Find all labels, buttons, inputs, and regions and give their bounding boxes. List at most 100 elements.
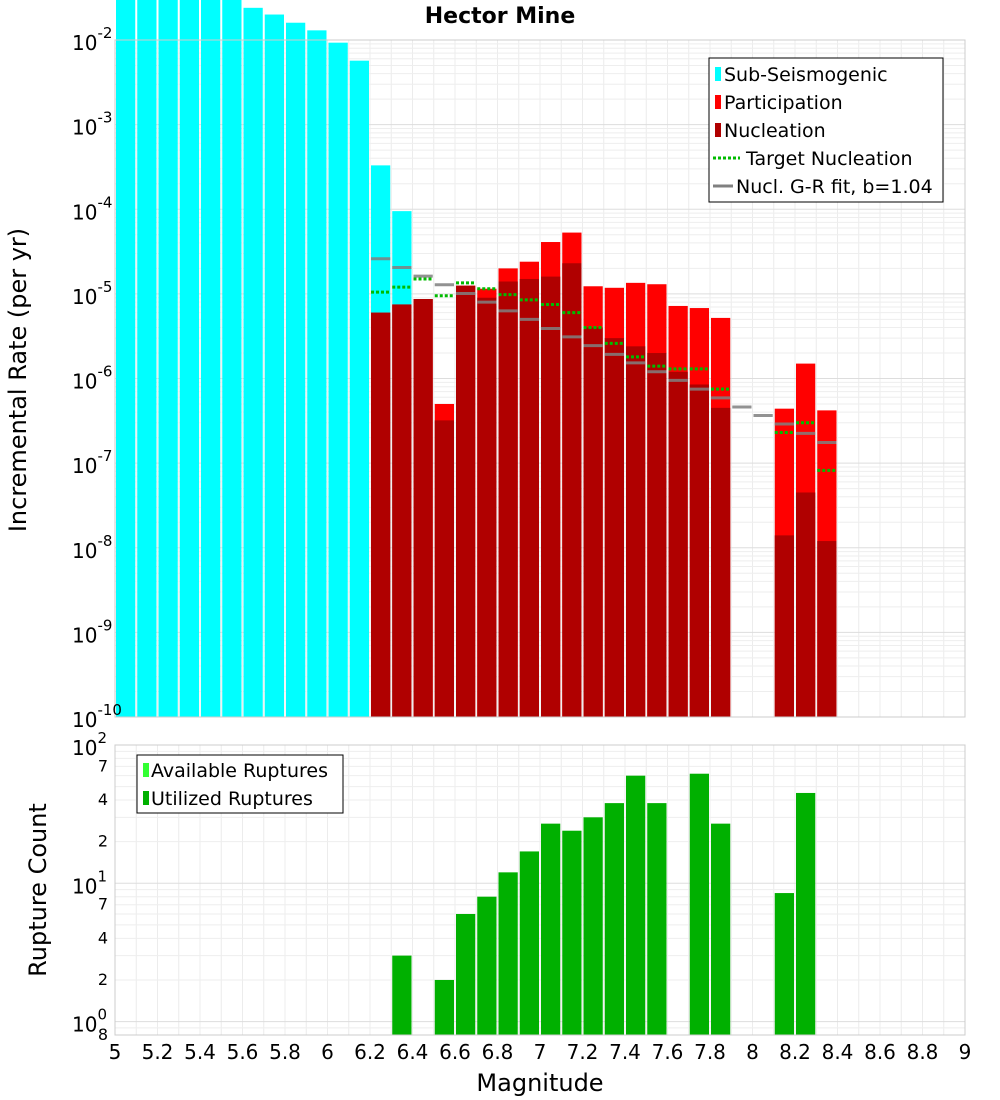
top-panel: 10-2 10-3 10-4 10-5 10-6 10-7 10-8 10-9 10-10 In… (4, 0, 966, 732)
x-tick-label: 8.4 (822, 1040, 854, 1064)
legend-swatch (715, 67, 721, 81)
top-y-tick-label: 10-10 (72, 701, 122, 732)
sub-seismogenic-bar (307, 30, 327, 717)
nucleation-bar (774, 535, 794, 717)
bottom-y-tick-label: 4 (98, 928, 108, 947)
x-tick-label: 6.8 (482, 1040, 514, 1064)
x-tick-label: 5.4 (184, 1040, 216, 1064)
x-tick-label: 8 (746, 1040, 759, 1064)
sub-seismogenic-bar (116, 0, 136, 718)
utilized-ruptures-bar (647, 803, 667, 1035)
utilized-ruptures-bar (541, 823, 561, 1035)
legend-label: Nucleation (724, 120, 826, 142)
x-tick-label: 7 (534, 1040, 547, 1064)
sub-seismogenic-bar (158, 0, 178, 718)
legend-label: Available Ruptures (151, 760, 328, 782)
bottom-plot-frame (114, 744, 966, 1036)
x-tick-label: 7.6 (652, 1040, 684, 1064)
x-axis-label: Magnitude (476, 1069, 603, 1097)
x-ticks: 5 5.2 5.4 5.6 5.8 6 6.2 6.4 6.6 6.8 7 7.2 7.4 7.6 7.8 8… (109, 1040, 972, 1064)
utilized-ruptures-bar (562, 830, 582, 1035)
utilized-ruptures-bar (392, 955, 412, 1035)
sub-seismogenic-bar (222, 0, 242, 718)
top-y-tick-label: 10-4 (72, 193, 112, 224)
top-y-tick-label: 10-8 (72, 532, 112, 563)
top-y-tick-label: 10-9 (72, 616, 112, 647)
top-lines (371, 257, 837, 472)
legend-swatch (143, 763, 149, 777)
nucleation-bar (519, 278, 539, 717)
bottom-y-tick-label: 102 (72, 729, 107, 760)
bottom-bars (392, 773, 816, 1035)
top-legend: Sub-Seismogenic Participation Nucleation Ta… (708, 57, 944, 203)
bottom-legend-box (136, 754, 344, 814)
x-tick-label: 7.2 (567, 1040, 599, 1064)
x-tick-label: 7.4 (609, 1040, 641, 1064)
top-y-tick-label: 10-6 (72, 363, 112, 394)
nucleation-bar (477, 297, 497, 717)
bottom-y-axis-label: Rupture Count (24, 803, 52, 977)
legend-swatch (715, 123, 721, 137)
sub-seismogenic-bar (201, 0, 221, 717)
utilized-ruptures-bar (796, 792, 816, 1035)
top-y-ticks: 10-2 10-3 10-4 10-5 10-6 10-7 10-8 10-9 10-10 (72, 24, 122, 732)
nucleation-bar (498, 281, 518, 717)
nucleation-bar (541, 276, 561, 717)
x-tick-label: 5.6 (227, 1040, 259, 1064)
bottom-legend: Available Ruptures Utilized Ruptures (136, 754, 344, 814)
bottom-y-tick-label: 4 (98, 790, 108, 809)
nucleation-bar (434, 420, 454, 717)
nucleation-bar (626, 346, 646, 717)
nucleation-bar (604, 338, 624, 717)
bottom-y-tick-label: 7 (98, 895, 108, 914)
chart-title: Hector Mine (425, 4, 576, 29)
nucleation-bar (711, 407, 731, 717)
legend-label: Nucl. G-R fit, b=1.04 (736, 176, 933, 198)
x-tick-label: 8.6 (864, 1040, 896, 1064)
utilized-ruptures-bar (604, 803, 624, 1035)
nucleation-bar (583, 327, 603, 717)
nucleation-bar (413, 298, 433, 717)
bottom-y-tick-label: 2 (98, 970, 108, 989)
utilized-ruptures-bar (626, 775, 646, 1035)
x-tick-label: 8.8 (907, 1040, 939, 1064)
nucleation-bar (562, 263, 582, 717)
x-tick-label: 6 (321, 1040, 334, 1064)
utilized-ruptures-bar (711, 823, 731, 1035)
top-plot-frame (114, 39, 966, 718)
utilized-ruptures-bar (689, 773, 709, 1035)
x-tick-label: 7.8 (694, 1040, 726, 1064)
legend-label: Sub-Seismogenic (724, 64, 888, 86)
sub-seismogenic-bar (264, 14, 284, 718)
utilized-ruptures-bar (434, 979, 454, 1035)
x-tick-label: 6.6 (439, 1040, 471, 1064)
nucleation-bar (817, 541, 837, 717)
sub-seismogenic-bar (286, 22, 306, 718)
legend-label: Participation (724, 92, 843, 114)
top-legend-box (708, 57, 944, 203)
sub-seismogenic-bar (243, 7, 263, 717)
legend-swatch (715, 95, 721, 109)
top-y-tick-label: 10-7 (72, 447, 112, 478)
sub-seismogenic-bar (179, 0, 199, 718)
nucleation-bar (796, 492, 816, 717)
top-bars (116, 0, 837, 718)
nucleation-bar (371, 312, 391, 717)
x-tick-label: 5 (109, 1040, 122, 1064)
nucleation-bar (689, 384, 709, 717)
x-tick-label: 6.4 (397, 1040, 429, 1064)
utilized-ruptures-bar (498, 872, 518, 1035)
bottom-y-tick-label: 7 (98, 756, 108, 775)
legend-swatch (143, 791, 149, 805)
top-y-tick-label: 10-5 (72, 278, 112, 309)
sub-seismogenic-bar (349, 60, 369, 717)
bottom-y-tick-label: 100 (72, 1006, 107, 1037)
nucleation-bar (668, 371, 688, 717)
x-tick-label: 5.2 (142, 1040, 174, 1064)
x-tick-label: 8.2 (779, 1040, 811, 1064)
legend-label: Target Nucleation (745, 148, 913, 170)
utilized-ruptures-bar (456, 913, 476, 1035)
